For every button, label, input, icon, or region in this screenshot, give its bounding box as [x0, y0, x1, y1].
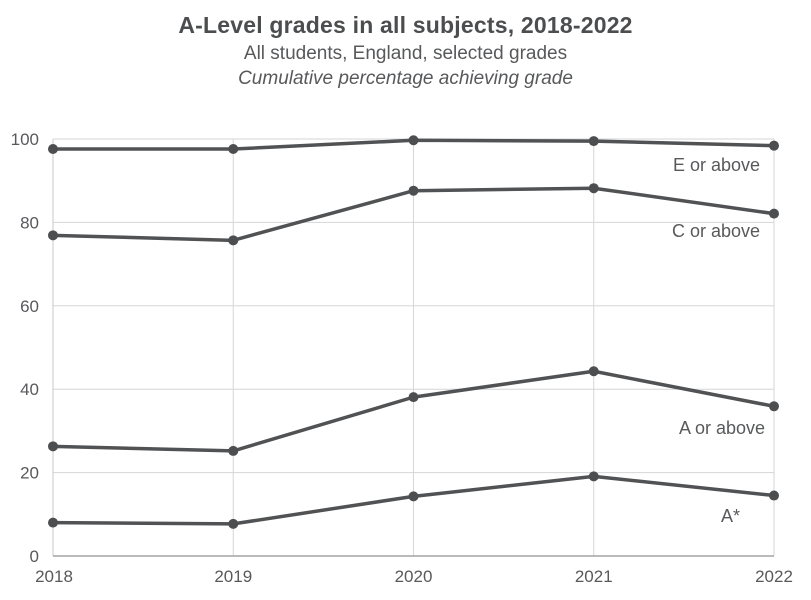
data-point-astar-2022	[769, 490, 779, 501]
series-label-astar: A*	[721, 506, 740, 526]
y-tick-label: 0	[30, 547, 39, 566]
data-point-a-or-above-2018	[48, 441, 58, 452]
data-point-e-or-above-2022	[769, 140, 779, 151]
data-point-e-or-above-2020	[408, 135, 419, 146]
data-point-a-or-above-2022	[769, 401, 779, 412]
x-tick-label: 2018	[35, 567, 73, 586]
x-tick-label: 2020	[395, 567, 433, 586]
y-tick-label: 60	[20, 297, 39, 316]
data-point-c-or-above-2021	[588, 183, 599, 194]
y-tick-label: 100	[11, 130, 39, 149]
data-point-c-or-above-2020	[408, 185, 419, 196]
x-tick-label: 2019	[214, 567, 252, 586]
data-point-e-or-above-2021	[588, 136, 599, 147]
x-tick-label: 2021	[575, 567, 613, 586]
series-label-a-or-above: A or above	[679, 418, 765, 438]
data-point-a-or-above-2019	[228, 445, 239, 456]
data-point-a-or-above-2021	[588, 366, 599, 377]
y-tick-label: 20	[20, 464, 39, 483]
series-label-c-or-above: C or above	[672, 221, 760, 241]
y-tick-label: 40	[20, 380, 39, 399]
series-label-e-or-above: E or above	[673, 155, 760, 175]
data-point-c-or-above-2022	[769, 208, 779, 219]
data-point-a-or-above-2020	[408, 392, 419, 403]
data-point-astar-2019	[228, 518, 239, 529]
data-point-e-or-above-2019	[228, 144, 239, 155]
data-point-c-or-above-2018	[48, 230, 58, 241]
data-point-astar-2020	[408, 491, 419, 502]
y-tick-label: 80	[20, 213, 39, 232]
data-point-c-or-above-2019	[228, 235, 239, 246]
data-point-astar-2021	[588, 471, 599, 482]
x-tick-label: 2022	[755, 567, 793, 586]
data-point-e-or-above-2018	[48, 144, 58, 155]
data-point-astar-2018	[48, 517, 58, 528]
